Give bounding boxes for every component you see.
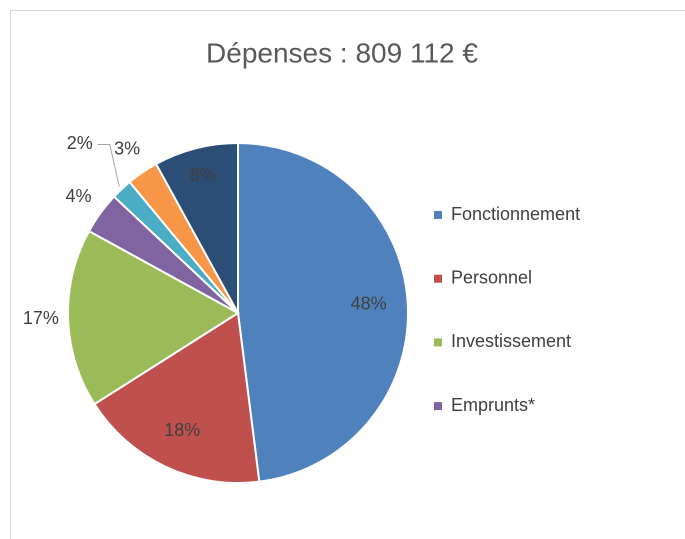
data-label: 18% — [164, 420, 200, 440]
leader-line — [97, 143, 120, 187]
legend-swatch — [434, 274, 442, 283]
data-label: 4% — [65, 186, 91, 206]
legend-label: Emprunts* — [451, 395, 535, 415]
legend-swatch — [434, 402, 442, 411]
data-label: 2% — [67, 133, 93, 153]
chart-title: Dépenses : 809 112 € — [206, 37, 478, 68]
data-label: 3% — [114, 139, 140, 159]
pie-slice — [67, 229, 240, 406]
legend-label: Investissement — [451, 331, 571, 351]
data-label: 8% — [190, 165, 216, 185]
pie-slice — [237, 141, 409, 483]
legend-label: Fonctionnement — [451, 204, 580, 224]
legend-swatch — [434, 338, 442, 347]
legend-label: Personnel — [451, 267, 532, 287]
legend-swatch — [434, 211, 442, 219]
pie-slice — [93, 311, 261, 484]
data-label: 48% — [351, 294, 387, 314]
pie-slice — [154, 141, 239, 314]
data-label: 17% — [23, 308, 59, 328]
